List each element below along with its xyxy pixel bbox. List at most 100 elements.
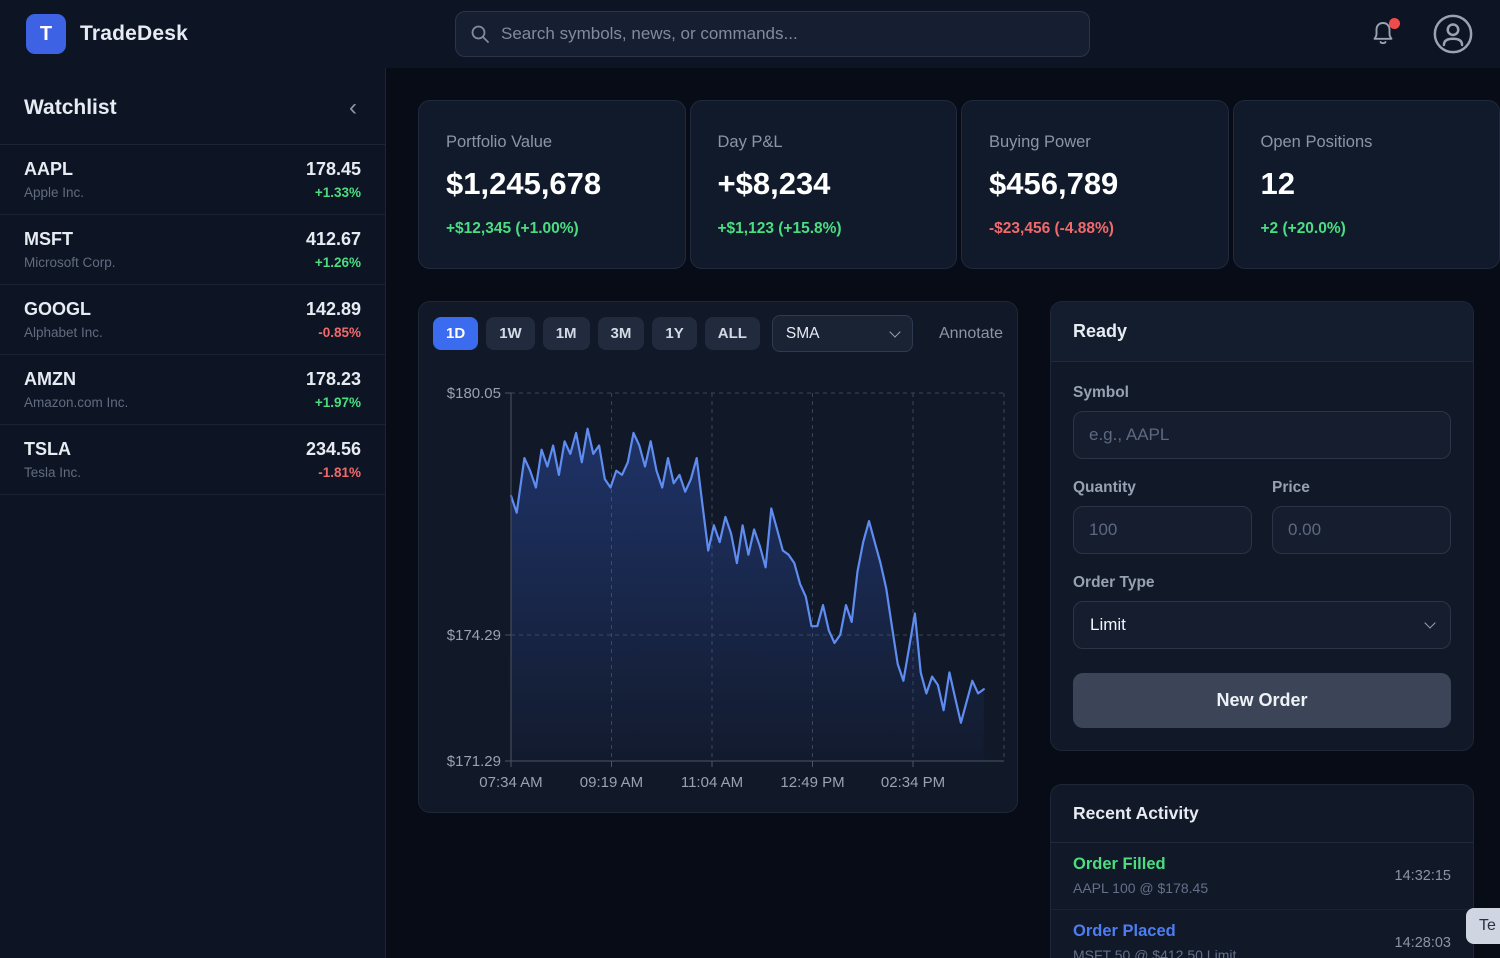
price-label: Price	[1272, 479, 1310, 496]
stock-change: +1.26%	[314, 255, 361, 270]
activity-item[interactable]: Order Filled AAPL 100 @ $178.45 14:32:15	[1051, 843, 1473, 910]
watchlist-sidebar: Watchlist ‹ AAPL Apple Inc. 178.45 +1.33…	[0, 68, 386, 958]
activity-item[interactable]: Order Placed MSFT 50 @ $412.50 Limit 14:…	[1051, 910, 1473, 958]
collapse-sidebar-button[interactable]: ‹	[349, 94, 357, 121]
stock-symbol: TSLA	[24, 439, 71, 459]
watchlist-item-amzn[interactable]: AMZN Amazon.com Inc. 178.23 +1.97%	[0, 355, 385, 425]
y-axis-label: $180.05	[447, 385, 501, 402]
tooltip-toast: Te	[1466, 908, 1500, 944]
timeframe-button-1y[interactable]: 1Y	[652, 317, 697, 350]
activity-time: 14:32:15	[1394, 867, 1451, 884]
activity-title: Order Placed	[1073, 922, 1176, 940]
chart-toolbar: 1D 1W 1M 3M 1Y ALL SMA Annotate	[419, 302, 1017, 362]
stat-card-open-positions: Open Positions 12 +2 (+20.0%)	[1232, 100, 1500, 269]
watchlist-item-right: 178.45 +1.33%	[306, 159, 361, 200]
stat-value: 12	[1260, 166, 1295, 201]
stock-price: 178.23	[305, 369, 361, 389]
indicator-select[interactable]: SMA	[771, 315, 913, 352]
watchlist-item-right: 142.89 -0.85%	[306, 299, 361, 340]
activity-title: Order Filled	[1073, 855, 1166, 873]
stock-name: Microsoft Corp.	[24, 255, 116, 270]
activity-item-left: Order Placed MSFT 50 @ $412.50 Limit	[1073, 922, 1236, 958]
price-chart-panel: 1D 1W 1M 3M 1Y ALL SMA Annotate $180.05 $174.29…	[418, 301, 1018, 813]
symbol-label: Symbol	[1073, 384, 1129, 401]
watchlist-item-tsla[interactable]: TSLA Tesla Inc. 234.56 -1.81%	[0, 425, 385, 495]
stock-symbol: GOOGL	[24, 299, 91, 319]
stock-change: -0.85%	[318, 325, 361, 340]
notifications-button[interactable]	[1370, 18, 1400, 48]
activity-detail: AAPL 100 @ $178.45	[1073, 880, 1209, 896]
timeframe-button-1w[interactable]: 1W	[486, 317, 535, 350]
timeframe-button-all[interactable]: ALL	[704, 317, 760, 350]
stock-change: +1.97%	[314, 395, 361, 410]
global-search[interactable]	[455, 11, 1090, 57]
symbol-field[interactable]	[1073, 411, 1451, 459]
order-type-value: Limit	[1090, 615, 1126, 634]
notification-badge	[1389, 18, 1400, 29]
price-line	[509, 427, 985, 724]
watchlist-item-left: TSLA Tesla Inc.	[24, 439, 81, 480]
search-input[interactable]	[501, 24, 1075, 44]
stock-name: Alphabet Inc.	[24, 325, 103, 340]
stock-name: Amazon.com Inc.	[24, 395, 129, 410]
timeframe-button-3m[interactable]: 3M	[597, 317, 645, 350]
search-icon	[471, 25, 489, 43]
y-axis-label: $174.29	[447, 627, 501, 644]
stock-symbol: AMZN	[24, 369, 76, 389]
stock-symbol: AAPL	[24, 159, 73, 179]
chevron-down-icon	[889, 325, 901, 338]
bell-icon	[1373, 22, 1393, 45]
user-avatar-button[interactable]	[1432, 13, 1474, 55]
stock-price: 178.45	[305, 159, 361, 179]
stock-name: Tesla Inc.	[24, 465, 82, 480]
recent-activity-title: Recent Activity	[1051, 785, 1473, 843]
watchlist-item-right: 234.56 -1.81%	[306, 439, 361, 480]
x-axis-label: 11:04 AM	[681, 774, 743, 791]
app-title: TradeDesk	[80, 22, 189, 45]
order-type-select[interactable]: Limit	[1073, 601, 1451, 649]
quantity-label: Quantity	[1073, 479, 1136, 496]
stock-price: 142.89	[305, 299, 361, 319]
watchlist-title: Watchlist	[24, 96, 117, 119]
stock-price: 412.67	[305, 229, 361, 249]
stat-value: $1,245,678	[446, 166, 602, 201]
watchlist-item-msft[interactable]: MSFT Microsoft Corp. 412.67 +1.26%	[0, 215, 385, 285]
timeframe-button-1m[interactable]: 1M	[542, 317, 590, 350]
timeframe-button-1d[interactable]: 1D	[433, 317, 479, 350]
stat-label: Buying Power	[989, 133, 1091, 151]
x-axis-label: 02:34 PM	[881, 774, 945, 791]
order-ticket-panel: Ready Symbol Quantity Price	[1050, 301, 1474, 751]
watchlist-item-left: GOOGL Alphabet Inc.	[24, 299, 103, 340]
stock-change: +1.33%	[314, 185, 361, 200]
stat-card-day-p-l: Day P&L +$8,234 +$1,123 (+15.8%)	[689, 100, 957, 269]
price-chart[interactable]: $180.05 $174.29 $171.29 07:34 AM 09:19 AM 11:…	[419, 362, 1018, 813]
price-field[interactable]	[1272, 506, 1451, 554]
new-order-button[interactable]: New Order	[1073, 673, 1451, 728]
x-axis-label: 07:34 AM	[479, 774, 542, 791]
stat-label: Portfolio Value	[446, 133, 553, 151]
watchlist-item-left: MSFT Microsoft Corp.	[24, 229, 116, 270]
app-logo: T	[26, 14, 66, 54]
watchlist-item-right: 178.23 +1.97%	[306, 369, 361, 410]
order-type-label: Order Type	[1073, 574, 1155, 591]
quantity-field[interactable]	[1073, 506, 1252, 554]
price-area	[511, 428, 984, 761]
watchlist-item-googl[interactable]: GOOGL Alphabet Inc. 142.89 -0.85%	[0, 285, 385, 355]
stock-price: 234.56	[305, 439, 361, 459]
annotate-button[interactable]: Annotate	[938, 324, 1003, 342]
stat-card-buying-power: Buying Power $456,789 -$23,456 (-4.88%)	[961, 100, 1229, 269]
stock-change: -1.81%	[318, 465, 361, 480]
y-axis-label: $171.29	[447, 753, 501, 770]
stat-change: -$23,456 (-4.88%)	[989, 220, 1114, 237]
stat-change: +$1,123 (+15.8%)	[717, 220, 842, 237]
watchlist: AAPL Apple Inc. 178.45 +1.33% MSFT Micro…	[0, 145, 385, 495]
main-content: Portfolio Value $1,245,678 +$12,345 (+1.…	[386, 68, 1500, 958]
watchlist-item-aapl[interactable]: AAPL Apple Inc. 178.45 +1.33%	[0, 145, 385, 215]
stat-value: $456,789	[989, 166, 1119, 201]
stock-symbol: MSFT	[24, 229, 73, 249]
activity-item-left: Order Filled AAPL 100 @ $178.45	[1073, 855, 1208, 896]
stat-card-portfolio-value: Portfolio Value $1,245,678 +$12,345 (+1.…	[418, 100, 686, 269]
watchlist-item-left: AMZN Amazon.com Inc.	[24, 369, 128, 410]
activity-list: Order Filled AAPL 100 @ $178.45 14:32:15…	[1051, 843, 1473, 958]
chevron-down-icon	[1424, 617, 1436, 629]
